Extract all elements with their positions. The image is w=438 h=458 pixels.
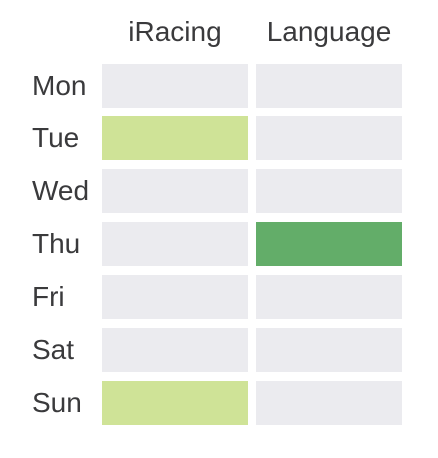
- column-header-language: Language: [266, 16, 392, 47]
- row-label-wed: Wed: [32, 175, 90, 206]
- cell-tue-language[interactable]: [256, 116, 402, 160]
- row-label-fri: Fri: [32, 281, 65, 312]
- cell-sat-iracing[interactable]: [102, 328, 248, 372]
- row-label-mon: Mon: [32, 70, 87, 101]
- cell-wed-iracing[interactable]: [102, 169, 248, 213]
- cell-fri-language[interactable]: [256, 275, 402, 319]
- cell-mon-iracing[interactable]: [102, 64, 248, 108]
- cell-thu-iracing[interactable]: [102, 222, 248, 266]
- cell-wed-language[interactable]: [256, 169, 402, 213]
- cell-tue-iracing[interactable]: [102, 116, 248, 160]
- column-header-iracing: iRacing: [128, 16, 222, 47]
- cell-mon-language[interactable]: [256, 64, 402, 108]
- row-label-thu: Thu: [32, 228, 81, 259]
- cell-sat-language[interactable]: [256, 328, 402, 372]
- cell-sun-iracing[interactable]: [102, 381, 248, 425]
- row-label-sun: Sun: [32, 387, 82, 418]
- cell-thu-language[interactable]: [256, 222, 402, 266]
- cell-sun-language[interactable]: [256, 381, 402, 425]
- cell-fri-iracing[interactable]: [102, 275, 248, 319]
- row-label-sat: Sat: [32, 334, 75, 365]
- row-label-tue: Tue: [32, 122, 80, 153]
